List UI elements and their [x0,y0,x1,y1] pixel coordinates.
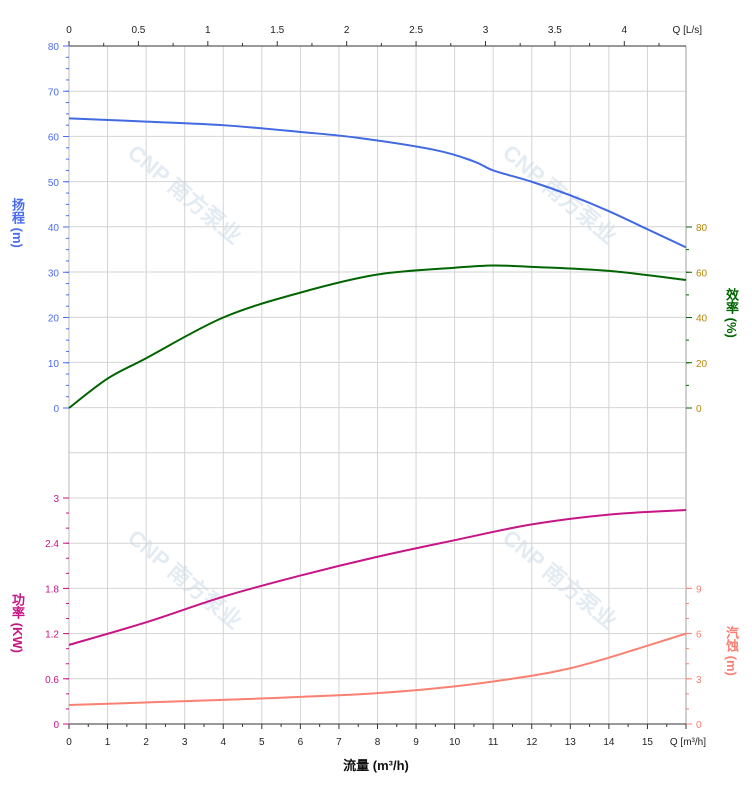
bottom-axis-tick-label: 13 [565,737,577,748]
npsh-axis-tick-label: 3 [696,675,702,686]
top-axis-tick-label: 1.5 [270,25,284,36]
efficiency-axis-tick-label: 40 [696,314,708,325]
bottom-axis-tick-label: 12 [526,737,538,748]
head-axis-title: 扬程 (m) [10,198,25,248]
npsh-axis-tick-label: 0 [696,720,702,731]
power-axis-tick-label: 1.8 [45,584,59,595]
head-axis-tick-label: 20 [48,314,60,325]
bottom-axis-tick-label: 10 [449,737,461,748]
efficiency-curve [68,264,687,409]
head-axis-tick-label: 80 [48,42,60,53]
head-curve [68,117,687,249]
top-axis-tick-label: 2.5 [409,25,423,36]
top-axis-tick-label: 3 [483,25,489,36]
head-axis-tick-label: 10 [48,359,60,370]
bottom-axis-tick-label: 4 [220,737,226,748]
npsh-axis-tick-label: 9 [696,584,702,595]
head-axis-tick-label: 70 [48,87,60,98]
watermark-text: CNP 南方泵业 [498,140,621,249]
power-axis-title: 功率 (KW) [10,593,25,653]
x-axis-title: 流量 (m³/h) [343,758,409,773]
npsh-curve [68,632,687,707]
top-axis-tick-label: 1 [205,25,211,36]
head-axis-tick-label: 30 [48,268,60,279]
power-curve [68,509,687,646]
bottom-axis-tick-label: 8 [375,737,381,748]
efficiency-axis-tick-label: 60 [696,268,708,279]
efficiency-axis-tick-label: 0 [696,404,702,415]
power-axis-tick-label: 0 [53,720,59,731]
head-axis-tick-label: 40 [48,223,60,234]
power-axis-tick-label: 3 [53,494,59,505]
bottom-axis-tick-label: 5 [259,737,265,748]
head-axis-tick-label: 0 [53,404,59,415]
npsh-axis-title: 汽蚀 (m) [724,626,739,676]
bottom-axis-tick-label: 7 [336,737,342,748]
bottom-axis-tick-label: 15 [642,737,654,748]
power-axis-tick-label: 1.2 [45,630,59,641]
bottom-axis-tick-label: 1 [105,737,111,748]
bottom-axis-tick-label: 9 [413,737,419,748]
efficiency-axis-tick-label: 80 [696,223,708,234]
bottom-axis-tick-label: 0 [66,737,72,748]
top-axis-tick-label: 3.5 [548,25,562,36]
head-axis-tick-label: 60 [48,133,60,144]
top-axis-tick-label: 2 [344,25,350,36]
top-axis-tick-label: 4 [622,25,628,36]
power-axis-tick-label: 2.4 [45,539,59,550]
bottom-axis-tick-label: 11 [488,737,499,748]
efficiency-axis-title: 效率 (%) [724,288,739,338]
bottom-axis-unit: Q [m³/h] [670,737,706,748]
bottom-axis-tick-label: 3 [182,737,188,748]
bottom-axis-tick-label: 2 [143,737,149,748]
efficiency-axis-tick-label: 20 [696,359,708,370]
watermark-text: CNP 南方泵业 [498,525,621,634]
npsh-axis-tick-label: 6 [696,630,702,641]
top-axis-tick-label: 0 [66,25,72,36]
top-axis-tick-label: 0.5 [131,25,145,36]
power-axis-tick-label: 0.6 [45,675,59,686]
bottom-axis-tick-label: 14 [603,737,615,748]
top-axis-unit: Q [L/s] [673,25,703,36]
head-axis-tick-label: 50 [48,178,60,189]
bottom-axis-tick-label: 6 [298,737,304,748]
